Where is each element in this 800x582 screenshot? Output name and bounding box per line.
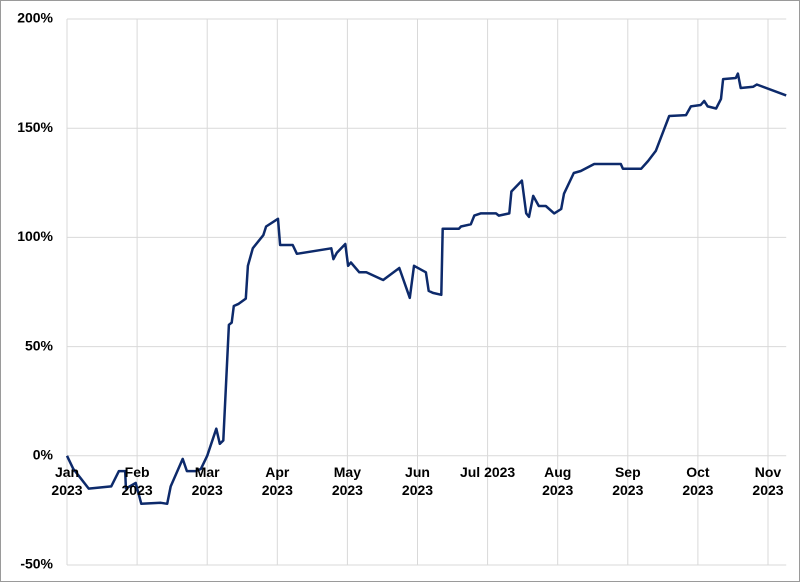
y-tick-label: 150% [17, 119, 53, 135]
y-tick-label: 50% [25, 337, 54, 353]
x-tick-label: May 2023 [331, 463, 363, 498]
x-tick-label: Mar 2023 [191, 463, 223, 498]
y-tick-label: 200% [17, 10, 53, 26]
y-tick-label: -50% [20, 556, 53, 572]
y-tick-label: 0% [33, 447, 54, 463]
x-tick-label: Aug 2023 [542, 463, 574, 498]
x-tick-label: Sep 2023 [612, 463, 644, 498]
x-tick-label: Feb 2023 [121, 463, 153, 498]
x-tick-label: Jan 2023 [51, 463, 83, 498]
x-tick-label: Apr 2023 [261, 463, 293, 498]
x-tick-label: Nov 2023 [752, 463, 784, 498]
y-tick-label: 100% [17, 228, 53, 244]
line-series [65, 72, 787, 506]
x-tick-label: Jul 2023 [459, 463, 516, 480]
x-tick-label: Jun 2023 [401, 463, 434, 498]
x-tick-label: Oct 2023 [682, 463, 714, 498]
